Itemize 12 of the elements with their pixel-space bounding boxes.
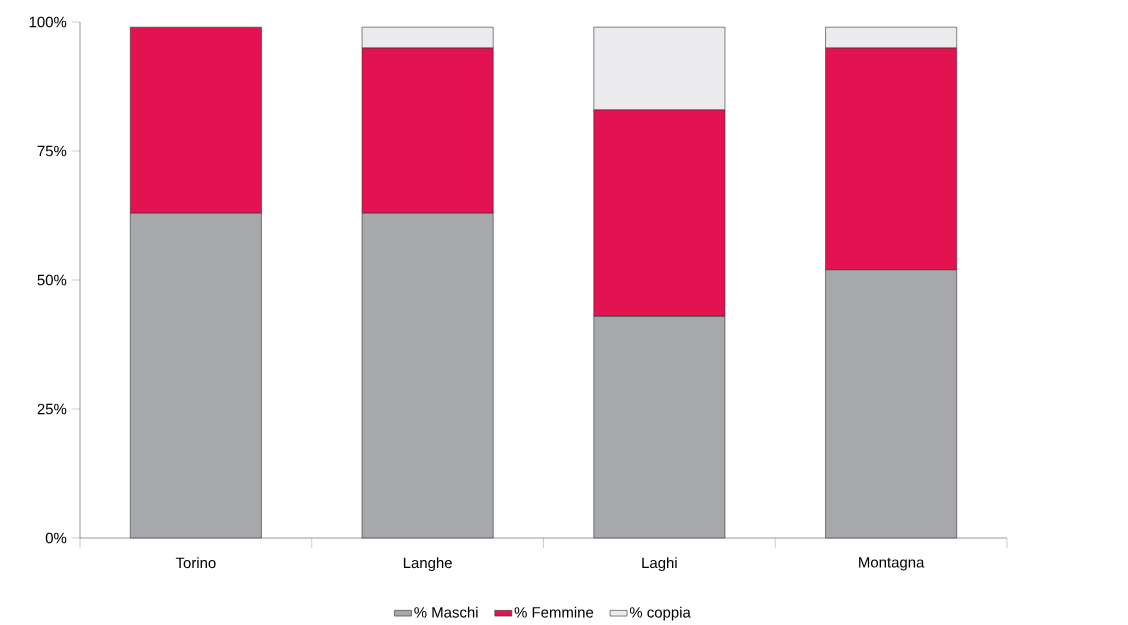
- y-tick-label: 75%: [37, 145, 67, 157]
- legend-label: % coppia: [629, 606, 691, 621]
- y-tick-label: 100%: [29, 16, 67, 28]
- y-tick-label: 0%: [45, 532, 67, 544]
- legend-label: % Maschi: [414, 606, 478, 618]
- x-tick-label: Montagna: [859, 557, 925, 571]
- x-tick-label: Langhe: [403, 557, 452, 572]
- x-tick-label: Laghi: [642, 557, 677, 572]
- legend-label: % Femmine: [514, 606, 594, 618]
- x-tick-label: Torino: [175, 557, 216, 569]
- y-tick-label: 25%: [37, 403, 67, 415]
- y-tick-label: 50%: [37, 274, 67, 286]
